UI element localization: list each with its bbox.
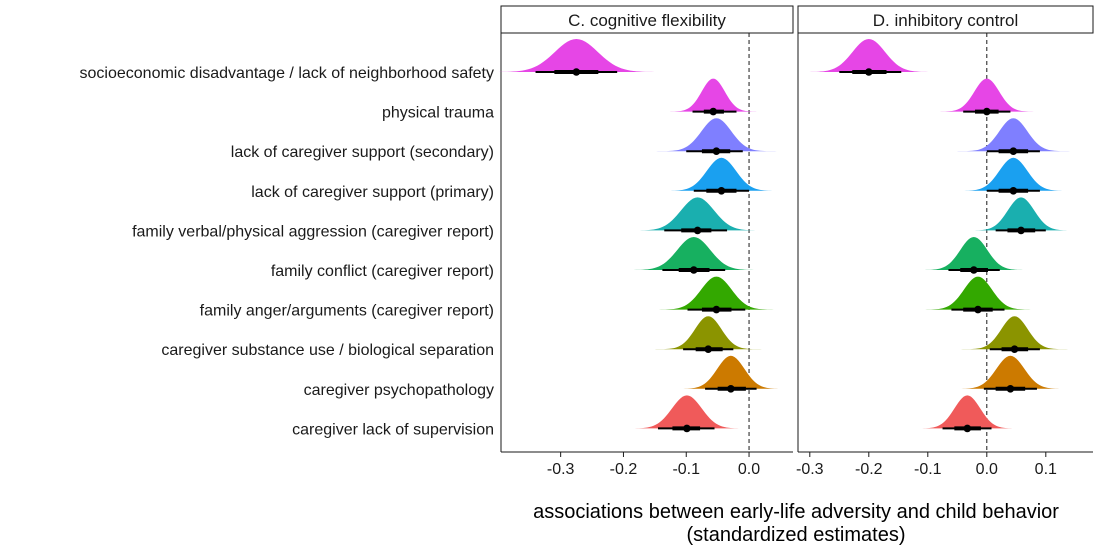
- point-estimate: [1010, 345, 1019, 354]
- y-tick-label: caregiver substance use / biological sep…: [161, 342, 494, 359]
- point-estimate: [717, 187, 726, 195]
- x-axis-title-line2: (standardized estimates): [687, 524, 906, 546]
- density-ridge: [917, 237, 1031, 270]
- point-estimate: [712, 147, 721, 155]
- density-ridge: [951, 355, 1070, 389]
- point-estimate: [1009, 147, 1018, 155]
- point-estimate: [712, 305, 721, 314]
- y-tick-label: physical trauma: [382, 105, 494, 122]
- point-estimate: [689, 266, 698, 274]
- x-tick-label: 0.0: [976, 461, 998, 478]
- x-tick-label: -0.1: [914, 461, 942, 478]
- y-tick-label: caregiver lack of supervision: [292, 421, 494, 438]
- point-estimate: [704, 345, 713, 354]
- point-estimate: [983, 107, 991, 116]
- x-tick-label: -0.3: [796, 461, 824, 478]
- y-tick-label: family anger/arguments (caregiver report…: [200, 303, 494, 320]
- x-tick-label: -0.1: [672, 461, 700, 478]
- y-tick-label: caregiver psychopathology: [304, 382, 494, 399]
- point-estimate: [683, 424, 691, 433]
- point-estimate: [865, 68, 873, 76]
- point-estimate: [727, 385, 735, 393]
- x-tick-label: -0.3: [547, 461, 575, 478]
- x-tick-label: 0.0: [738, 461, 760, 478]
- y-tick-label: family verbal/physical aggression (careg…: [132, 223, 494, 240]
- density-ridge: [652, 316, 764, 350]
- density-ridge: [486, 39, 667, 72]
- density-ridge: [652, 276, 781, 310]
- y-tick-label: lack of caregiver support (secondary): [231, 144, 494, 161]
- point-estimate: [709, 107, 718, 116]
- y-tick-label: family conflict (caregiver report): [271, 263, 494, 280]
- point-estimate: [963, 424, 972, 433]
- panel-title: C. cognitive flexibility: [568, 11, 726, 30]
- density-ridge: [628, 197, 767, 231]
- density-ridge: [954, 157, 1073, 191]
- point-estimate: [1006, 385, 1015, 393]
- y-tick-label: socioeconomic disadvantage / lack of nei…: [80, 65, 494, 82]
- density-ridge: [624, 237, 764, 270]
- point-estimate: [693, 226, 702, 235]
- point-estimate: [1009, 187, 1018, 195]
- x-axis-title-line1: associations between early-life adversit…: [533, 501, 1059, 523]
- density-ridge: [673, 355, 788, 389]
- density-ridge: [919, 276, 1037, 310]
- density-ridge: [965, 197, 1077, 231]
- density-ridge: [913, 395, 1022, 429]
- x-tick-label: -0.2: [855, 461, 883, 478]
- point-estimate: [974, 305, 982, 314]
- density-ridge: [800, 39, 938, 72]
- density-ridge: [664, 78, 762, 112]
- density-ridge: [959, 316, 1070, 350]
- panel-strip: [500, 5, 794, 34]
- density-ridge: [954, 118, 1073, 152]
- x-tick-label: 0.1: [1035, 461, 1057, 478]
- density-ridge: [653, 118, 779, 152]
- x-tick-label: -0.2: [610, 461, 638, 478]
- panel-strip: [797, 5, 1094, 34]
- density-ridge: [624, 395, 750, 429]
- panel-title: D. inhibitory control: [873, 11, 1019, 30]
- y-tick-label: lack of caregiver support (primary): [251, 184, 494, 201]
- density-ridge: [660, 157, 783, 191]
- point-estimate: [1017, 226, 1025, 235]
- point-estimate: [970, 266, 978, 274]
- point-estimate: [572, 68, 581, 76]
- density-ridge: [934, 78, 1039, 112]
